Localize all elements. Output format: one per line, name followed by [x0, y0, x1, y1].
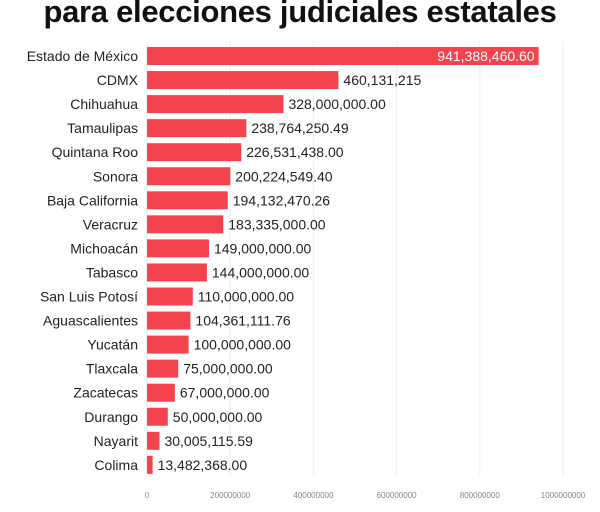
category-label: San Luis Potosí	[40, 289, 138, 305]
bar	[147, 359, 179, 378]
x-tick-label: 0	[145, 491, 150, 500]
bar	[147, 47, 539, 65]
category-label: Sonora	[93, 168, 138, 184]
bar	[147, 407, 168, 426]
bar	[147, 311, 191, 330]
data-label: 460,131,215	[343, 72, 421, 88]
data-label: 104,361,111.76	[195, 313, 290, 329]
bar	[147, 215, 224, 234]
data-label: 110,000,000.00	[198, 289, 294, 305]
x-tick-label: 800000000	[460, 491, 501, 500]
category-label: Quintana Roo	[52, 144, 139, 160]
data-label: 200,224,549.40	[235, 168, 333, 184]
category-label: Veracruz	[83, 216, 138, 232]
category-label: Aguascalientes	[43, 313, 138, 329]
data-label: 30,005,115.59	[164, 433, 253, 449]
data-label: 194,132,470.26	[233, 192, 331, 208]
data-label: 67,000,000.00	[180, 385, 270, 401]
bar	[147, 167, 231, 186]
bar	[147, 95, 284, 114]
bar	[147, 287, 193, 306]
data-label: 941,388,460.60	[437, 48, 535, 64]
x-tick-label: 200000000	[210, 491, 251, 500]
bar	[147, 455, 153, 474]
category-label: Tamaulipas	[67, 120, 138, 136]
category-label: CDMX	[97, 72, 139, 88]
data-label: 13,482,368.00	[158, 457, 248, 473]
category-label: Colima	[94, 457, 138, 473]
data-label: 75,000,000.00	[183, 361, 273, 377]
bar	[147, 71, 339, 90]
bar	[147, 143, 242, 162]
data-label: 100,000,000.00	[194, 337, 292, 353]
bar	[147, 335, 189, 354]
data-label: 183,335,000.00	[228, 216, 326, 232]
bar	[147, 383, 175, 402]
data-label: 149,000,000.00	[214, 240, 312, 256]
data-label: 226,531,438.00	[246, 144, 344, 160]
chart-title: para elecciones judiciales estatales	[43, 0, 557, 29]
category-label: Nayarit	[94, 433, 138, 449]
category-label: Chihuahua	[70, 96, 138, 112]
data-label: 238,764,250.49	[251, 120, 349, 136]
x-tick-label: 1000000000	[541, 491, 586, 500]
category-label: Zacatecas	[73, 385, 138, 401]
x-tick-label: 400000000	[293, 491, 334, 500]
data-label: 328,000,000.00	[288, 96, 386, 112]
x-tick-label: 600000000	[377, 491, 418, 500]
category-label: Estado de México	[27, 48, 138, 64]
bar	[147, 119, 247, 138]
bar	[147, 431, 160, 450]
category-label: Durango	[84, 409, 138, 425]
category-label: Michoacán	[70, 240, 138, 256]
bar	[147, 239, 209, 258]
category-label: Tlaxcala	[86, 361, 138, 377]
category-label: Baja California	[47, 192, 138, 208]
category-label: Yucatán	[87, 337, 138, 353]
category-label: Tabasco	[86, 264, 138, 280]
bar	[147, 191, 228, 210]
data-label: 144,000,000.00	[212, 264, 310, 280]
data-label: 50,000,000.00	[173, 409, 263, 425]
bar	[147, 263, 207, 282]
